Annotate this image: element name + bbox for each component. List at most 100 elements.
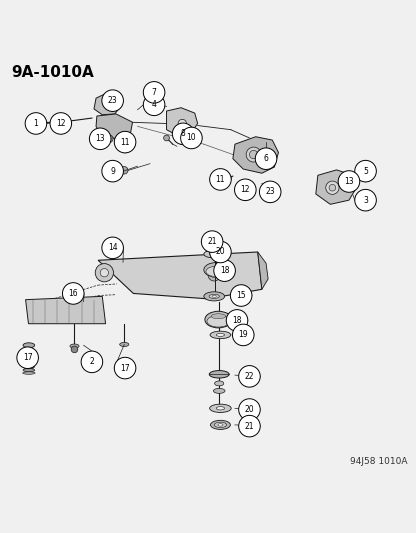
Ellipse shape [207, 242, 213, 245]
Ellipse shape [22, 372, 35, 374]
Circle shape [25, 112, 47, 134]
Circle shape [163, 135, 169, 141]
Circle shape [239, 366, 260, 387]
Ellipse shape [216, 334, 225, 336]
Polygon shape [166, 108, 198, 136]
Circle shape [326, 181, 339, 195]
Ellipse shape [213, 389, 225, 393]
Ellipse shape [205, 311, 232, 328]
Circle shape [346, 177, 352, 183]
Circle shape [102, 160, 124, 182]
Text: 20: 20 [245, 405, 254, 414]
Circle shape [264, 187, 270, 193]
Circle shape [114, 357, 136, 379]
Ellipse shape [216, 407, 225, 410]
Polygon shape [96, 114, 133, 139]
Ellipse shape [202, 240, 218, 247]
Ellipse shape [214, 422, 227, 427]
Text: 9A-1010A: 9A-1010A [11, 66, 94, 80]
Circle shape [114, 131, 136, 153]
Text: 15: 15 [236, 291, 246, 300]
Text: 13: 13 [344, 177, 354, 186]
Text: 18: 18 [232, 316, 242, 325]
Ellipse shape [211, 314, 225, 319]
Text: 2: 2 [89, 357, 94, 366]
Ellipse shape [23, 343, 35, 348]
Circle shape [81, 351, 103, 373]
Ellipse shape [210, 421, 230, 430]
Circle shape [144, 94, 165, 116]
Circle shape [181, 127, 202, 149]
Text: 8: 8 [181, 130, 186, 139]
Circle shape [71, 346, 78, 353]
Circle shape [355, 189, 376, 211]
Text: 12: 12 [56, 119, 66, 128]
Text: 17: 17 [120, 364, 130, 373]
Ellipse shape [204, 251, 222, 258]
Circle shape [210, 168, 231, 190]
Text: 5: 5 [363, 167, 368, 176]
Circle shape [235, 179, 256, 200]
Ellipse shape [210, 404, 231, 413]
Circle shape [238, 187, 243, 192]
Text: 14: 14 [108, 244, 117, 252]
Text: 19: 19 [238, 330, 248, 340]
Polygon shape [258, 252, 268, 289]
Circle shape [329, 184, 336, 191]
Text: 4: 4 [152, 100, 156, 109]
Circle shape [357, 167, 364, 173]
Circle shape [178, 119, 186, 127]
Circle shape [211, 272, 217, 278]
Circle shape [226, 310, 248, 331]
Text: 22: 22 [245, 372, 254, 381]
Circle shape [210, 241, 231, 263]
Circle shape [208, 269, 220, 281]
Polygon shape [94, 93, 121, 115]
Circle shape [100, 269, 109, 277]
Circle shape [89, 128, 111, 150]
Ellipse shape [206, 266, 227, 277]
Circle shape [214, 260, 235, 281]
Text: 10: 10 [187, 133, 196, 142]
Polygon shape [233, 137, 278, 173]
Ellipse shape [204, 263, 229, 277]
Ellipse shape [70, 344, 79, 348]
Circle shape [102, 90, 124, 111]
Circle shape [260, 181, 281, 203]
Text: 13: 13 [95, 134, 105, 143]
Ellipse shape [212, 295, 216, 297]
Circle shape [62, 282, 84, 304]
Ellipse shape [120, 342, 129, 346]
Circle shape [230, 285, 252, 306]
Polygon shape [316, 170, 357, 204]
Text: 23: 23 [108, 96, 117, 105]
Ellipse shape [204, 292, 225, 301]
Text: 16: 16 [69, 289, 78, 298]
Circle shape [106, 135, 113, 142]
Ellipse shape [209, 294, 219, 298]
Circle shape [250, 150, 258, 159]
Circle shape [17, 347, 38, 368]
Circle shape [62, 119, 68, 125]
Circle shape [246, 147, 261, 162]
Text: 12: 12 [240, 185, 250, 195]
Circle shape [95, 264, 114, 282]
Text: 7: 7 [152, 88, 156, 97]
Circle shape [102, 237, 124, 259]
Ellipse shape [210, 331, 231, 338]
Text: 18: 18 [220, 266, 229, 275]
Circle shape [338, 171, 360, 192]
Circle shape [112, 94, 120, 102]
Circle shape [172, 123, 194, 144]
Ellipse shape [23, 365, 34, 369]
Text: 1: 1 [34, 119, 38, 128]
Text: 21: 21 [245, 422, 254, 431]
Circle shape [239, 399, 260, 421]
Circle shape [233, 324, 254, 346]
Polygon shape [98, 252, 262, 299]
Text: 11: 11 [120, 138, 130, 147]
Ellipse shape [209, 370, 229, 378]
Ellipse shape [218, 424, 223, 426]
Text: 20: 20 [215, 247, 225, 256]
Text: 94J58 1010A: 94J58 1010A [349, 457, 407, 466]
